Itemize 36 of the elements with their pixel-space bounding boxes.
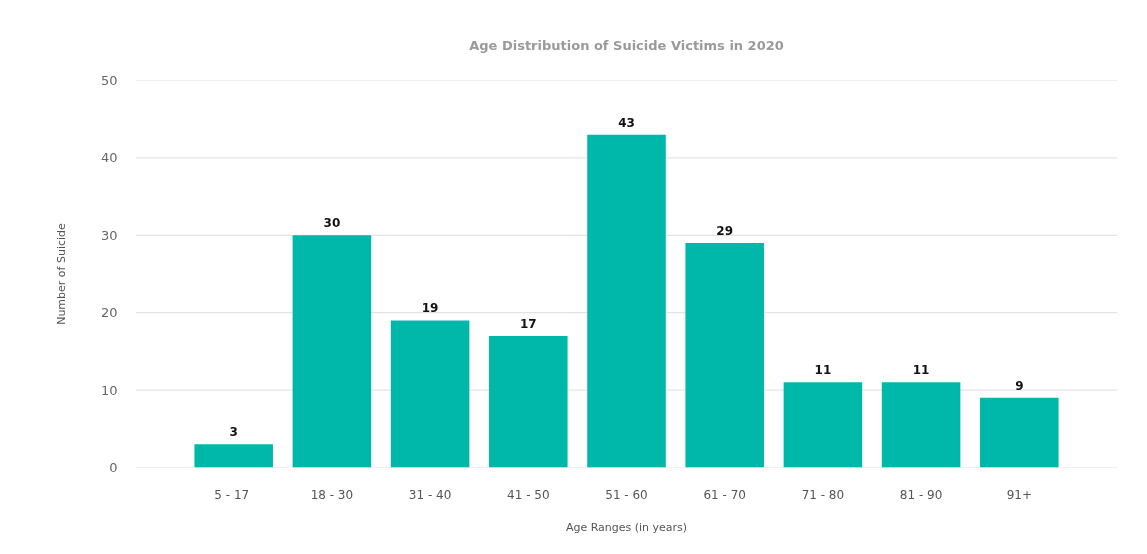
data-label: 29 xyxy=(716,224,734,239)
data-label: 11 xyxy=(814,363,832,378)
bar xyxy=(685,243,764,468)
y-tick-label: 0 xyxy=(109,460,118,475)
data-label: 17 xyxy=(519,316,537,331)
y-tick-label: 40 xyxy=(100,150,118,166)
bar xyxy=(390,320,470,468)
data-label: 19 xyxy=(421,301,439,316)
bar xyxy=(292,235,372,468)
x-tick-label: 41 - 50 xyxy=(507,487,550,502)
bar xyxy=(194,444,273,468)
data-label: 9 xyxy=(1015,378,1024,393)
y-tick-label: 30 xyxy=(100,227,118,243)
data-label: 30 xyxy=(323,216,341,231)
x-axis-title: Age Ranges (in years) xyxy=(565,520,688,534)
x-tick-label: 81 - 90 xyxy=(899,487,943,502)
x-tick-label: 61 - 70 xyxy=(703,487,746,502)
x-tick-label: 31 - 40 xyxy=(408,487,452,502)
bar xyxy=(489,335,568,468)
chart-title: Age Distribution of Suicide Victims in 2020 xyxy=(469,37,784,53)
bar xyxy=(980,397,1059,468)
data-label: 11 xyxy=(912,363,930,378)
y-tick-label: 20 xyxy=(100,305,118,321)
x-tick-label: 51 - 60 xyxy=(605,487,648,502)
bar xyxy=(881,382,961,468)
bar xyxy=(783,382,863,468)
data-label: 3 xyxy=(229,425,238,440)
y-tick-label: 50 xyxy=(100,73,118,88)
x-tick-label: 18 - 30 xyxy=(310,487,354,502)
y-axis-title: Number of Suicide xyxy=(54,222,68,325)
x-tick-label: 91+ xyxy=(1006,487,1032,502)
bar xyxy=(587,134,666,468)
x-tick-label: 5 - 17 xyxy=(214,487,250,502)
y-tick-label: 10 xyxy=(100,382,118,398)
data-label: 43 xyxy=(618,115,635,130)
x-tick-label: 71 - 80 xyxy=(801,487,845,502)
